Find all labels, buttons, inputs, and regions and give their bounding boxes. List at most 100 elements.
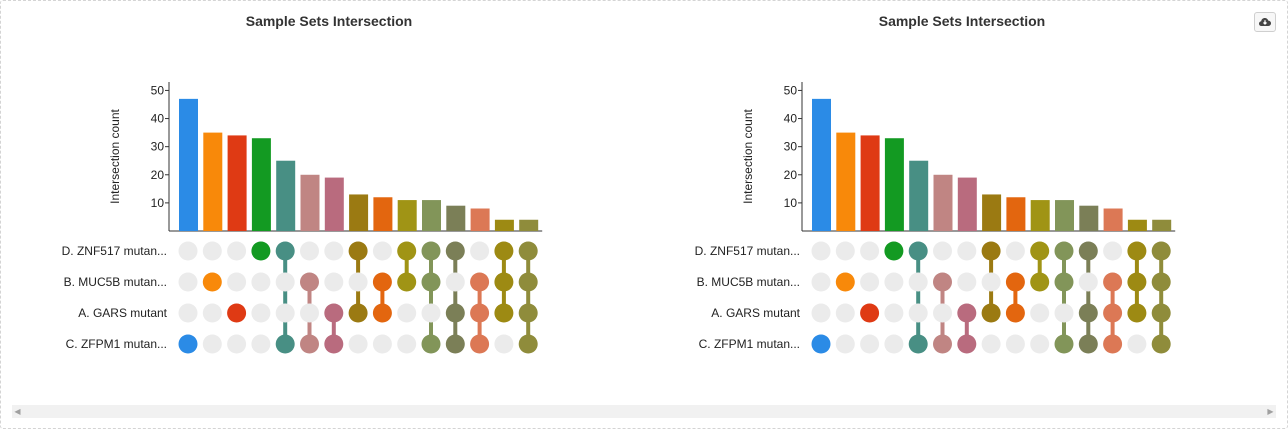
matrix-dot-filled (275, 241, 295, 261)
matrix-dot-empty (275, 303, 295, 323)
matrix-dot-filled (957, 303, 977, 323)
matrix-dot-empty (251, 303, 271, 323)
matrix-dot-empty (1030, 334, 1050, 354)
matrix-dot-filled (1054, 334, 1074, 354)
matrix-dot-filled (981, 241, 1001, 261)
matrix-dot-empty (178, 241, 198, 261)
matrix-dot-filled (1030, 241, 1050, 261)
matrix-dot-empty (908, 303, 928, 323)
matrix-dot-empty (251, 272, 271, 292)
matrix-dot-filled (1005, 272, 1025, 292)
matrix-dot-filled (275, 334, 295, 354)
matrix-dot-empty (957, 241, 977, 261)
matrix-dot-filled (300, 334, 319, 354)
matrix-dot-filled (324, 303, 344, 323)
matrix-dot-empty (324, 241, 344, 261)
intersection-bar (1127, 219, 1147, 231)
intersection-bar (446, 205, 466, 231)
matrix-dot-filled (300, 272, 319, 292)
intersection-bar (373, 197, 393, 231)
intersection-bar (957, 177, 977, 231)
matrix-dot-empty (275, 272, 295, 292)
intersection-bar (884, 138, 904, 231)
matrix-dot-empty (860, 272, 880, 292)
matrix-dot-empty (470, 241, 490, 261)
intersection-bar (422, 200, 441, 231)
matrix-dot-filled (1005, 303, 1025, 323)
matrix-dot-empty (908, 272, 928, 292)
matrix-dot-empty (860, 241, 880, 261)
upset-svg-right: 10 20 30 40 50 Intersection count D. ZNF517 mu… (695, 82, 1176, 354)
intersection-bar (1055, 200, 1074, 231)
matrix-dot-filled (470, 334, 490, 354)
y-tick-label: 20 (784, 168, 798, 182)
matrix-dot-empty (835, 334, 855, 354)
horizontal-scrollbar[interactable]: ◀ ▶ (12, 405, 1276, 418)
intersection-bar (836, 132, 856, 231)
y-tick-label: 10 (784, 196, 798, 210)
intersection-bar (227, 135, 247, 231)
matrix-dot-empty (300, 303, 319, 323)
intersection-bar (397, 200, 417, 231)
intersection-bar (179, 98, 198, 232)
y-tick-label: 30 (784, 140, 798, 154)
matrix-dot-filled (518, 272, 538, 292)
matrix-dot-filled (1127, 272, 1147, 292)
intersection-bar (276, 160, 296, 231)
matrix-dot-empty (445, 272, 465, 292)
matrix-dot-filled (1078, 241, 1098, 261)
intersection-bar (1030, 200, 1050, 231)
matrix-dot-empty (1078, 272, 1098, 292)
set-label: D. ZNF517 mutan... (695, 244, 800, 258)
matrix-dot-filled (1103, 303, 1123, 323)
matrix-dot-filled (445, 303, 465, 323)
set-label: D. ZNF517 mutan... (62, 244, 167, 258)
matrix-dot-empty (1127, 334, 1147, 354)
y-tick-label: 40 (784, 112, 798, 126)
matrix-dot-empty (933, 303, 952, 323)
cloud-download-icon (1259, 18, 1271, 26)
matrix-dot-filled (372, 272, 392, 292)
matrix-dot-empty (397, 334, 417, 354)
export-button[interactable] (1254, 12, 1276, 32)
y-axis-label: Intersection count (108, 108, 122, 203)
matrix-dot-empty (202, 334, 222, 354)
chart-title: Sample Sets Intersection (878, 13, 1046, 29)
matrix-dot-empty (811, 272, 831, 292)
set-label: C. ZFPM1 mutan... (66, 337, 167, 351)
matrix-dot-empty (178, 272, 198, 292)
caret-left-icon[interactable]: ◀ (14, 407, 21, 416)
matrix-dot-empty (421, 303, 441, 323)
matrix-dot-filled (494, 241, 514, 261)
matrix-dot-empty (1103, 241, 1123, 261)
matrix-dot-empty (251, 334, 271, 354)
matrix-dot-filled (397, 272, 417, 292)
matrix-dot-filled (445, 334, 465, 354)
matrix-dot-empty (884, 272, 904, 292)
matrix-dot-filled (1054, 241, 1074, 261)
chart-title: Sample Sets Intersection (245, 13, 413, 29)
matrix-dot-filled (957, 334, 977, 354)
intersection-bar (860, 135, 880, 231)
matrix-dot-empty (227, 272, 247, 292)
caret-right-icon[interactable]: ▶ (1267, 407, 1274, 416)
upset-svg-left: 10 20 30 40 50 Intersection count D. ZNF517 mu… (62, 82, 543, 354)
matrix-dot-filled (1127, 241, 1147, 261)
set-label: B. MUC5B mutan... (697, 275, 800, 289)
matrix-dot-filled (908, 334, 928, 354)
matrix-dot-filled (324, 334, 344, 354)
matrix-dot-filled (860, 303, 880, 323)
matrix-dot-empty (348, 272, 368, 292)
matrix-dot-filled (494, 272, 514, 292)
matrix-dot-empty (202, 303, 222, 323)
set-label: C. ZFPM1 mutan... (699, 337, 800, 351)
matrix-dot-filled (227, 303, 247, 323)
matrix-dot-filled (1151, 241, 1171, 261)
matrix-dot-empty (1054, 303, 1074, 323)
y-axis-label: Intersection count (741, 108, 755, 203)
matrix-dot-empty (372, 241, 392, 261)
matrix-dot-filled (470, 272, 490, 292)
matrix-dot-empty (981, 334, 1001, 354)
intersection-bar (470, 208, 490, 231)
